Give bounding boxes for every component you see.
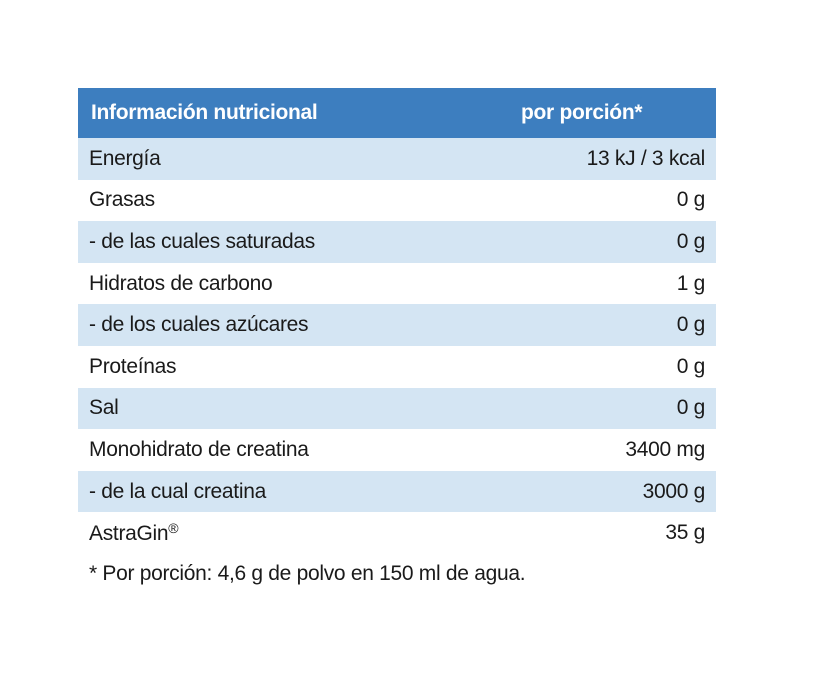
table-row-creatine-monohydrate: Monohidrato de creatina 3400 mg — [78, 429, 716, 471]
table-row-energy: Energía 13 kJ / 3 kcal — [78, 138, 716, 180]
header-amount: por porción* — [521, 101, 643, 124]
table-row-creatine: - de la cual creatina 3000 g — [78, 470, 716, 513]
row-label: Grasas — [89, 188, 155, 212]
row-label: - de las cuales saturadas — [89, 229, 315, 253]
row-value: 35 g — [665, 521, 705, 545]
table-row-saturated: - de las cuales saturadas 0 g — [78, 221, 716, 263]
table-row-astragin: AstraGin® 35 g — [78, 512, 716, 554]
row-value: 0 g — [676, 188, 706, 212]
row-value: 13 kJ / 3 kcal — [586, 146, 706, 170]
header-label: Información nutricional — [91, 101, 318, 124]
footnote: * Por porción: 4,6 g de polvo en 150 ml … — [89, 562, 526, 585]
row-value: 0 g — [676, 313, 706, 337]
nutrition-table: Información nutricional por porción* Ene… — [78, 88, 716, 554]
row-value: 0 g — [676, 229, 706, 253]
row-label: Hidratos de carbono — [89, 271, 273, 295]
row-value: 0 g — [676, 354, 706, 378]
table-header: Información nutricional por porción* — [78, 88, 716, 138]
table-row-carbohydrates: Hidratos de carbono 1 g — [78, 263, 716, 305]
row-value: 3400 mg — [625, 437, 705, 461]
row-value: 0 g — [676, 396, 706, 420]
row-label: - de la cual creatina — [89, 479, 266, 503]
row-label: AstraGin® — [89, 520, 179, 546]
table-row-sugars: - de los cuales azúcares 0 g — [78, 304, 716, 346]
row-label: Sal — [89, 396, 119, 420]
row-label: Energía — [89, 146, 161, 170]
astragin-label: AstraGin — [89, 522, 169, 546]
row-label: Monohidrato de creatina — [89, 437, 309, 461]
row-label: Proteínas — [89, 354, 177, 378]
table-row-fat: Grasas 0 g — [78, 180, 716, 222]
registered-mark: ® — [168, 520, 179, 537]
row-label: - de los cuales azúcares — [89, 313, 309, 337]
row-value: 1 g — [676, 271, 706, 295]
table-row-protein: Proteínas 0 g — [78, 346, 716, 388]
table-row-salt: Sal 0 g — [78, 387, 716, 430]
row-value: 3000 g — [642, 479, 706, 503]
